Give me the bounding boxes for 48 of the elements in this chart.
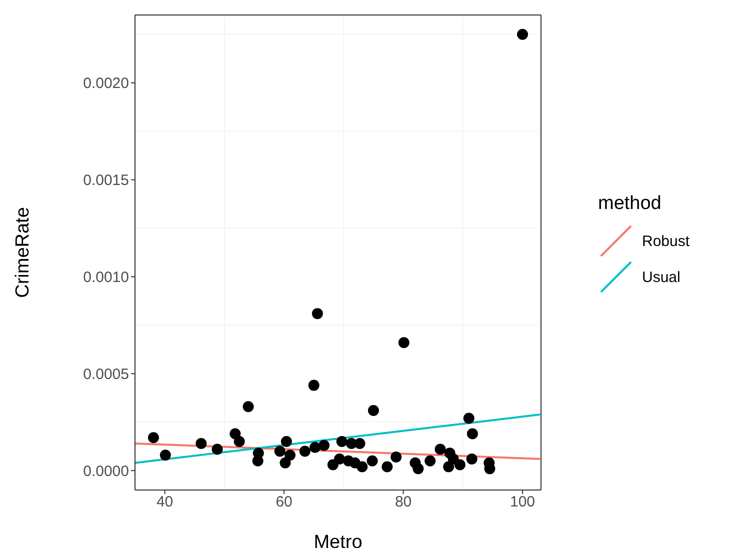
point <box>424 455 436 466</box>
y-tick-label: 0.0015 <box>83 172 129 190</box>
y-tick-label: 0.0000 <box>83 462 129 480</box>
y-axis-title: CrimeRate <box>12 207 34 298</box>
legend-label: Robust <box>642 232 690 250</box>
point <box>336 436 348 448</box>
point <box>310 442 321 453</box>
point <box>463 412 474 424</box>
point <box>308 380 320 391</box>
point <box>160 450 171 461</box>
point <box>443 461 454 472</box>
point <box>466 428 478 440</box>
point <box>454 459 466 470</box>
y-tick-label: 0.0020 <box>83 75 129 92</box>
point <box>196 438 207 449</box>
point <box>517 28 528 40</box>
point <box>366 455 378 466</box>
x-axis-title: Metro <box>314 532 362 553</box>
point <box>274 446 286 457</box>
point <box>412 463 424 474</box>
point <box>148 432 159 444</box>
x-tick-label: 40 <box>156 494 174 511</box>
point <box>234 436 245 448</box>
point <box>212 444 223 455</box>
point <box>466 453 478 464</box>
point <box>334 453 345 464</box>
point <box>252 455 264 466</box>
point <box>242 401 254 412</box>
point <box>434 444 446 455</box>
x-tick-label: 60 <box>276 494 292 511</box>
point <box>284 450 296 461</box>
point <box>280 436 292 448</box>
x-tick-label: 80 <box>394 494 412 511</box>
legend-label: Usual <box>642 268 680 286</box>
x-tick-label: 100 <box>510 494 536 511</box>
point <box>368 405 379 416</box>
point <box>318 440 330 451</box>
point <box>356 461 368 472</box>
point <box>354 438 366 449</box>
point <box>390 452 402 463</box>
legend-title: method <box>598 193 662 215</box>
point <box>398 337 410 348</box>
point <box>382 461 393 472</box>
point <box>312 308 323 320</box>
y-tick-label: 0.0005 <box>83 366 129 383</box>
y-tick-label: 0.0010 <box>83 269 129 286</box>
point <box>280 457 291 468</box>
point <box>299 446 310 457</box>
